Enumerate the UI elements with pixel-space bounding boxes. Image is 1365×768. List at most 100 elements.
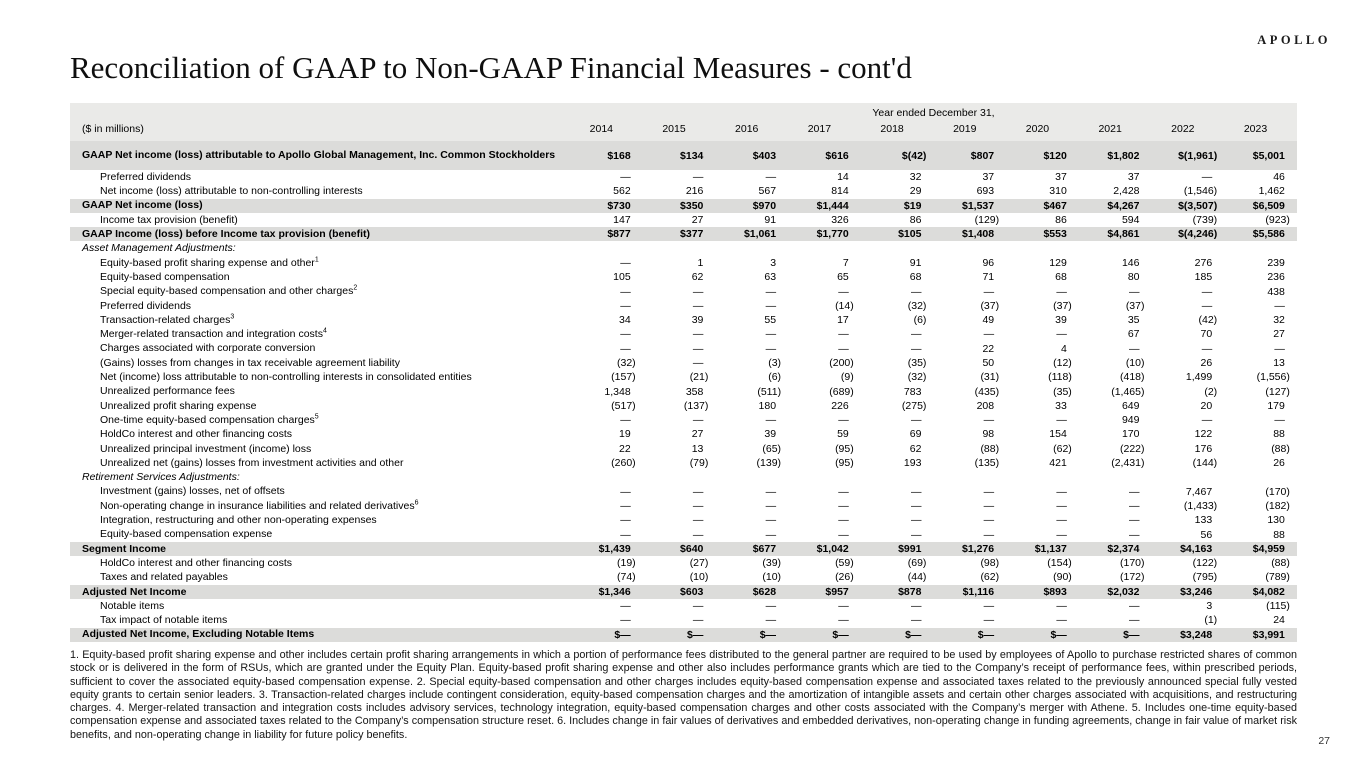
table-row: Unrealized principal investment (income)… [70,442,1297,456]
value-cell: (37) [1125,299,1145,312]
table-row: Net (income) loss attributable to non-co… [70,370,1297,384]
value-cell: (35) [907,357,927,369]
value-cell: 63 [764,271,777,284]
value-cell: 32 [1273,314,1285,327]
year-header-row: ($ in millions) 2014 2015 2016 2017 2018 2019… [70,121,1297,138]
value-cell: $— [614,628,631,641]
table-row: GAAP Net income (loss) attributable to A… [70,141,1297,170]
value-cell: 27 [691,214,704,227]
value-cell: (19) [617,557,636,570]
value-cell: — [838,600,849,613]
value-cell: 22 [619,442,631,455]
row-label: Special equity-based compensation and ot… [100,284,358,298]
value-cell: 7,467 [1185,485,1213,498]
value-cell: (275) [901,399,927,412]
row-label: Tax impact of notable items [100,614,228,627]
value-cell: $807 [970,149,995,162]
value-cell: $5,001 [1252,149,1285,162]
value-cell: 193 [903,457,922,470]
value-cell: — [620,600,631,613]
value-cell: 814 [831,185,849,198]
value-cell: $6,509 [1252,199,1285,212]
value-cell: 50 [982,357,995,369]
value-cell: 62 [691,271,704,284]
value-cell: — [620,342,631,355]
value-cell: 55 [764,314,777,327]
value-cell: (200) [829,357,854,369]
value-cell: — [692,600,704,613]
value-cell: — [765,614,777,627]
value-cell: (32) [907,371,927,384]
value-cell: 239 [1267,256,1285,269]
value-cell: (95) [835,442,854,455]
value-cell: 105 [613,271,631,284]
row-label: Segment Income [82,542,167,555]
value-cell: 129 [1049,256,1067,269]
value-cell: (9) [840,371,854,384]
value-cell: 26 [1273,457,1285,470]
value-cell: — [620,414,631,427]
year-header-cell: 2016 [735,123,759,135]
value-cell: — [838,514,849,527]
footnote-ref: 4 [322,327,327,335]
value-cell: 783 [903,385,922,398]
value-cell: $1,061 [743,228,777,241]
value-cell: (44) [907,571,927,584]
value-cell: 88 [1273,528,1285,541]
value-cell: (517) [611,399,636,412]
value-cell: — [838,485,849,498]
value-cell: — [838,328,849,341]
table-body: GAAP Net income (loss) attributable to A… [70,141,1297,642]
value-cell: — [1056,514,1067,527]
value-cell: 33 [1055,399,1067,412]
row-label: Net income (loss) attributable to non-co… [100,185,363,198]
value-cell: 88 [1273,428,1285,441]
value-cell: (139) [756,457,782,470]
footnote-ref: 1 [314,256,319,264]
value-cell: $105 [898,228,922,241]
value-cell: — [983,285,995,298]
row-label: Transaction-related charges3 [100,313,235,326]
row-label: HoldCo interest and other financing cost… [100,556,293,569]
value-cell: 39 [1055,314,1067,327]
row-label: Unrealized principal investment (income)… [100,442,312,455]
value-cell: — [838,528,849,541]
value-cell: $957 [825,585,849,598]
value-cell: (12) [1053,357,1072,369]
value-cell: (74) [617,571,636,584]
row-label: Equity-based compensation expense [100,528,273,541]
value-cell: $4,267 [1107,199,1140,212]
value-cell: — [838,499,849,512]
value-cell: — [1129,600,1140,613]
value-cell: 358 [685,385,704,398]
value-cell: 39 [691,314,704,327]
value-cell: $377 [680,228,704,241]
table-row: Special equity-based compensation and ot… [70,284,1297,298]
value-cell: 567 [758,185,777,198]
value-cell: 4 [1060,342,1067,355]
value-cell: $1,408 [962,228,995,241]
value-cell: $730 [607,199,631,212]
table-row: Equity-based compensation expense — — — — — — —… [70,527,1297,541]
value-cell: 49 [982,314,995,327]
value-cell: (222) [1119,442,1145,455]
value-cell: — [910,485,922,498]
value-cell: (3) [768,357,782,369]
value-cell: — [983,514,995,527]
table-row: (Gains) losses from changes in tax recei… [70,356,1297,370]
value-cell: $893 [1043,585,1067,598]
row-label: Asset Management Adjustments: [82,242,236,255]
value-cell: $640 [680,542,704,555]
value-cell: — [910,600,922,613]
value-cell: $(3,507) [1178,199,1218,212]
year-group-label: Year ended December 31, [872,107,995,119]
value-cell: (418) [1119,371,1145,384]
value-cell: (98) [980,557,1000,570]
value-cell: 71 [982,271,995,284]
table-row: HoldCo interest and other financing cost… [70,427,1297,441]
value-cell: — [1201,414,1213,427]
value-cell: — [692,528,704,541]
value-cell: (135) [974,457,1000,470]
table-row: GAAP Net income (loss) $730 $350 $970 $1,444… [70,198,1297,213]
value-cell: $134 [680,149,704,162]
